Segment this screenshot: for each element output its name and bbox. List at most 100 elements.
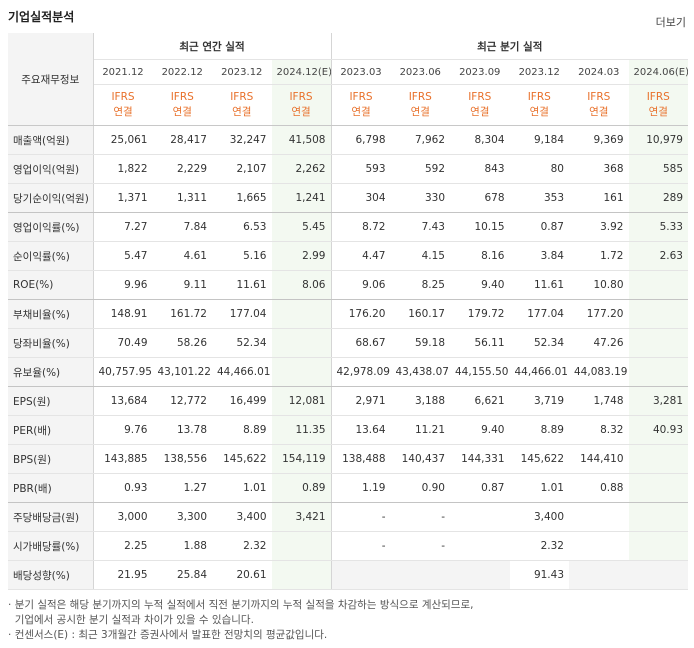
value-cell (628, 357, 688, 387)
value-cell: 0.88 (569, 473, 629, 503)
value-cell: 2.63 (628, 241, 688, 271)
value-cell: 1.01 (509, 473, 569, 503)
value-cell: 138,556 (152, 444, 212, 474)
value-cell: 145,622 (212, 444, 272, 474)
value-cell: 47.26 (569, 328, 629, 358)
value-cell: 43,101.22 (152, 357, 212, 387)
period-header: 2024.12(E) (271, 59, 331, 85)
data-row: 매출액(억원) 25,061 28,417 32,247 41,508 6,798 7,96… (8, 125, 688, 155)
value-cell: 13.78 (152, 415, 212, 445)
value-cell: 5.33 (628, 212, 688, 242)
group-header: 최근 분기 실적 (330, 33, 688, 60)
value-cell: 8.16 (450, 241, 510, 271)
value-cell: 1.19 (330, 473, 391, 503)
value-cell: 289 (628, 183, 688, 213)
value-cell: 8.72 (330, 212, 391, 242)
value-cell: 1,311 (152, 183, 212, 213)
value-cell: 43,438.07 (390, 357, 450, 387)
consolidation-scope: 연결 (529, 106, 549, 118)
consolidation-scope: 연결 (232, 106, 252, 118)
value-cell: 0.89 (271, 473, 331, 503)
accounting-standard: IFRS (230, 91, 254, 103)
value-cell (271, 357, 331, 387)
section-title: 기업실적분석 (8, 10, 75, 24)
value-cell: 4.47 (330, 241, 391, 271)
value-cell: 3,300 (152, 502, 212, 532)
consolidation-scope: 연결 (113, 106, 133, 118)
value-cell: 80 (509, 154, 569, 184)
consolidation-scope: 연결 (172, 106, 192, 118)
value-cell: 52.34 (212, 328, 272, 358)
value-cell: 25,061 (93, 125, 153, 155)
value-cell: 44,083.19 (569, 357, 629, 387)
value-cell (450, 560, 510, 590)
data-row: 영업이익률(%) 7.27 7.84 6.53 5.45 8.72 7.43 10.15 0.8… (8, 212, 688, 242)
value-cell: 330 (390, 183, 450, 213)
value-cell: 13.64 (330, 415, 391, 445)
row-label: ROE(%) (8, 270, 94, 300)
value-cell: 3,000 (93, 502, 153, 532)
period-header: 2023.12 (212, 59, 272, 85)
row-label: 배당성향(%) (8, 560, 94, 590)
value-cell: 585 (628, 154, 688, 184)
value-cell: 7.84 (152, 212, 212, 242)
value-cell: 144,331 (450, 444, 510, 474)
row-label: 당기순이익(억원) (8, 183, 94, 213)
value-cell (271, 328, 331, 358)
basis-header: IFRS 연결 (152, 84, 212, 126)
row-label: PBR(배) (8, 473, 94, 503)
footnote-text: 기업에서 공시한 분기 실적과 차이가 있을 수 있습니다. (14, 614, 254, 626)
value-cell: 6,621 (450, 386, 510, 416)
value-cell: 368 (569, 154, 629, 184)
footnote-text: 분기 실적은 해당 분기까지의 누적 실적에서 직전 분기까지의 누적 실적을 … (14, 599, 474, 611)
row-label: 매출액(억원) (8, 125, 94, 155)
value-cell: 70.49 (93, 328, 153, 358)
consolidation-scope: 연결 (589, 106, 609, 118)
footnote: 기업에서 공시한 분기 실적과 차이가 있을 수 있습니다. (8, 613, 473, 628)
value-cell: 16,499 (212, 386, 272, 416)
value-cell: 13,684 (93, 386, 153, 416)
accounting-standard: IFRS (646, 91, 670, 103)
value-cell: 148.91 (93, 299, 153, 329)
more-link[interactable]: 더보기 (655, 16, 686, 29)
value-cell: 2.32 (212, 531, 272, 561)
value-cell: 3.92 (569, 212, 629, 242)
value-cell: 0.87 (450, 473, 510, 503)
value-cell (390, 560, 450, 590)
value-cell: 3,400 (212, 502, 272, 532)
group-header: 최근 연간 실적 (93, 33, 331, 60)
value-cell (628, 473, 688, 503)
basis-header: IFRS 연결 (509, 84, 569, 126)
value-cell (628, 299, 688, 329)
value-cell: 0.87 (509, 212, 569, 242)
value-cell (450, 531, 510, 561)
value-cell: 91.43 (509, 560, 569, 590)
value-cell: 143,885 (93, 444, 153, 474)
footnote: · 컨센서스(E) : 최근 3개월간 증권사에서 발표한 전망치의 평균값입니… (8, 629, 328, 641)
consolidation-scope: 연결 (291, 106, 311, 118)
value-cell: 145,622 (509, 444, 569, 474)
value-cell (569, 531, 629, 561)
value-cell: 177.04 (509, 299, 569, 329)
basis-header: IFRS 연결 (628, 84, 688, 126)
value-cell: 6.53 (212, 212, 272, 242)
row-label: 영업이익(억원) (8, 154, 94, 184)
data-row: 당좌비율(%) 70.49 58.26 52.34 68.67 59.18 56.11 52.… (8, 328, 688, 358)
basis-header: IFRS 연결 (450, 84, 510, 126)
accounting-standard: IFRS (349, 91, 373, 103)
value-cell: 2.32 (509, 531, 569, 561)
value-cell: 161 (569, 183, 629, 213)
value-cell: 7,962 (390, 125, 450, 155)
value-cell: 25.84 (152, 560, 212, 590)
value-cell: 3,400 (509, 502, 569, 532)
value-cell: 2,262 (271, 154, 331, 184)
value-cell: 304 (330, 183, 391, 213)
value-cell: 9.40 (450, 270, 510, 300)
period-header: 2023.09 (450, 59, 510, 85)
value-cell: 32,247 (212, 125, 272, 155)
value-cell: 21.95 (93, 560, 153, 590)
value-cell: 0.90 (390, 473, 450, 503)
value-cell (271, 531, 331, 561)
